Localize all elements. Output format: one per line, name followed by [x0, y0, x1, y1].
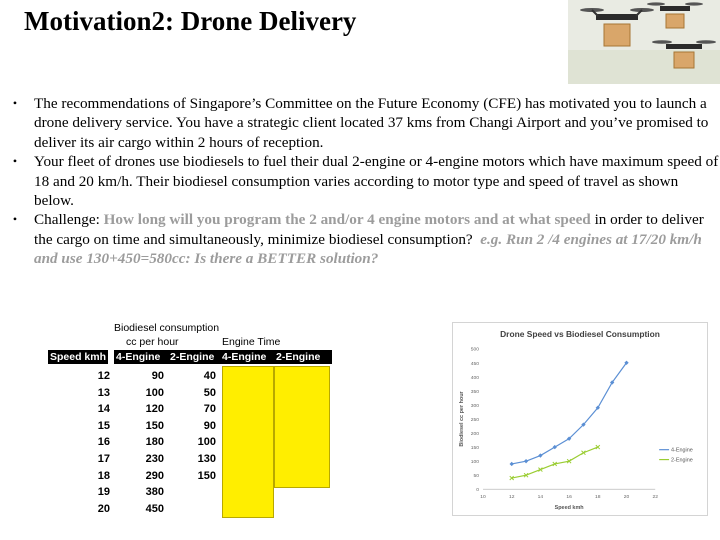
bullet-list: • The recommendations of Singapore’s Com…: [8, 94, 720, 269]
data-point-4-engine: [566, 436, 572, 441]
consumption-table: Biodiesel consumption cc per hour Engine…: [48, 320, 332, 518]
data-point-2-engine: [538, 467, 543, 472]
table-caption-consumption: Biodiesel consumption: [114, 322, 220, 334]
y-tick-label: 450: [471, 361, 479, 367]
table-cell-2-engine: 70: [203, 403, 216, 416]
engine-time-4-engine-column: [222, 366, 274, 518]
bullet-marker: •: [12, 96, 18, 110]
table-cell-speed: 18: [97, 469, 110, 482]
table-cell-2-engine: 150: [197, 469, 216, 482]
x-tick-label: 14: [538, 494, 544, 500]
bullet-marker: •: [12, 154, 18, 169]
x-tick-label: 16: [566, 494, 572, 500]
slide-title: Motivation2: Drone Delivery: [24, 6, 357, 36]
x-tick-label: 22: [652, 494, 658, 500]
legend-label: 2-Engine: [671, 458, 693, 464]
drones-carrying-boxes-icon: [568, 0, 720, 84]
table-cell-speed: 15: [97, 419, 110, 432]
y-tick-label: 150: [471, 445, 479, 451]
y-tick-label: 250: [471, 417, 479, 423]
data-point-2-engine: [581, 450, 586, 456]
table-cell-4-engine: 290: [145, 469, 164, 482]
y-tick-label: 100: [471, 459, 479, 465]
legend-label: 4-Engine: [671, 448, 693, 454]
data-point-2-engine: [523, 472, 529, 478]
data-point-4-engine: [523, 458, 529, 464]
table-caption-engine-time: Engine Time: [222, 336, 281, 348]
data-point-4-engine: [538, 453, 543, 458]
table-header-cell: Speed kmh: [48, 350, 108, 364]
table-header-cell: 2-Engine: [274, 350, 332, 364]
data-point-2-engine: [509, 475, 515, 481]
table-header-cell: 4-Engine: [114, 350, 170, 364]
challenge-example: e.g. Run 2 /4 engines at 17/20 km/h and …: [34, 230, 702, 268]
y-tick-label: 200: [471, 431, 479, 437]
table-cell-4-engine: 90: [151, 370, 164, 382]
table-cell-4-engine: 230: [145, 453, 164, 465]
y-tick-label: 400: [471, 375, 479, 381]
x-axis-label: Speed kmh: [555, 505, 584, 511]
y-tick-label: 0: [476, 487, 479, 493]
table-cell-2-engine: 40: [203, 370, 216, 382]
bullet-text: Your fleet of drones use biodiesels to f…: [34, 153, 719, 210]
speed-vs-consumption-chart: Drone Speed vs Biodiesel Consumption 0 50 1…: [452, 322, 708, 516]
y-tick-label: 500: [471, 347, 479, 353]
challenge-prefix: Challenge:: [34, 211, 104, 229]
table-cell-4-engine: 180: [145, 436, 164, 449]
data-point-4-engine: [509, 461, 514, 467]
chart-title: Drone Speed vs Biodiesel Consumption: [500, 329, 660, 339]
data-point-4-engine: [595, 405, 600, 410]
y-tick-label: 350: [471, 389, 479, 395]
data-point-2-engine: [595, 444, 601, 450]
bullet-text: The recommendations of Singapore’s Commi…: [34, 95, 709, 151]
series-line-4-engine: [511, 362, 627, 465]
y-tick-label: 50: [474, 473, 480, 479]
y-axis-label: Biodiesel cc per hour: [459, 390, 465, 446]
table-cell-4-engine: 100: [145, 386, 164, 399]
table-cell-2-engine: 130: [197, 453, 216, 465]
table-cell-2-engine: 100: [197, 436, 216, 449]
table-cell-4-engine: 380: [145, 486, 164, 499]
table-header-cell: 2-Engine: [168, 350, 222, 364]
bullet-marker: •: [12, 212, 18, 227]
table-cell-2-engine: 90: [203, 419, 216, 432]
x-tick-label: 20: [624, 494, 630, 500]
x-tick-label: 10: [480, 494, 486, 500]
table-cell-speed: 20: [97, 502, 110, 515]
table-cell-speed: 16: [97, 436, 110, 449]
table-cell-4-engine: 450: [145, 502, 164, 515]
bullet-item: • Challenge: How long will you program t…: [8, 210, 720, 268]
table-cell-4-engine: 120: [145, 403, 164, 416]
table-header-cell: 4-Engine: [220, 350, 276, 364]
engine-time-2-engine-column: [274, 366, 330, 488]
challenge-middle: in order to deliver the cargo on time an…: [34, 211, 704, 248]
data-point-4-engine: [609, 380, 615, 385]
bullet-item: • The recommendations of Singapore’s Com…: [8, 94, 720, 152]
x-tick-label: 12: [509, 494, 515, 500]
data-point-2-engine: [566, 458, 572, 464]
challenge-highlight: How long will you program the 2 and/or 4…: [103, 211, 591, 229]
table-cell-2-engine: 50: [203, 386, 216, 399]
table-cell-speed: 19: [97, 486, 110, 499]
x-tick-label: 18: [595, 494, 601, 500]
table-cell-4-engine: 150: [145, 419, 164, 432]
bullet-item: • Your fleet of drones use biodiesels to…: [8, 152, 720, 210]
table-cell-speed: 14: [97, 403, 110, 416]
table-cell-speed: 12: [97, 370, 110, 382]
y-tick-label: 300: [471, 403, 479, 409]
table-caption-unit: cc per hour: [126, 336, 179, 348]
table-cell-speed: 17: [97, 453, 110, 465]
data-point-2-engine: [552, 461, 558, 467]
table-cell-speed: 13: [97, 386, 110, 399]
